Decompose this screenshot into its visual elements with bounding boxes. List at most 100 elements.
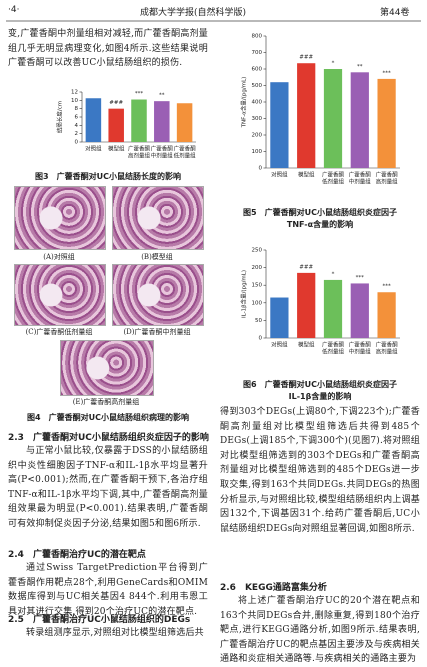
figure-caption: 图3 广藿香酮对UC小鼠结肠长度的影响 xyxy=(35,172,181,181)
y-tick-label: 300 xyxy=(252,116,263,122)
paragraph: 得到303个DEGs(上调80个,下调223个);广藿香酮高剂量组对比模型组筛选… xyxy=(220,407,420,534)
y-tick-label: 500 xyxy=(252,83,263,89)
paragraph: 变,广藿香酮中剂量组相对减轻,而广藿香酮高剂量组几乎无明显病理变化,如图4所示.… xyxy=(8,29,208,69)
volume: 第44卷 xyxy=(380,8,410,18)
x-tick-label: 低剂量组 xyxy=(322,178,345,186)
x-tick-label: 广藿香酮 xyxy=(174,145,197,153)
significance-label: ** xyxy=(357,64,363,70)
x-tick-label: 高剂量组 xyxy=(376,348,399,356)
x-tick-label: 高剂量组 xyxy=(128,152,151,160)
y-tick-label: 8 xyxy=(75,106,79,112)
x-tick-label: 广藿香酮 xyxy=(322,171,345,179)
panel-label: (E)广藿香酮高剂量组 xyxy=(72,398,140,406)
y-tick-label: 600 xyxy=(252,67,263,73)
x-tick-label: 广藿香酮 xyxy=(376,341,399,349)
bar xyxy=(377,78,396,168)
panel-label: (A)对照组 xyxy=(43,253,75,261)
figure-caption: 图4 广藿香酮对UC小鼠结肠组织病理的影响 xyxy=(27,413,189,422)
section-heading: 2.6 KEGG通路富集分析 xyxy=(220,583,327,593)
x-tick-label: 模型组 xyxy=(298,341,315,349)
bar xyxy=(323,69,343,168)
x-tick-label: 广藿香酮 xyxy=(128,145,151,153)
bar xyxy=(350,72,369,168)
histology-image xyxy=(14,264,106,326)
x-tick-label: 高剂量组 xyxy=(376,178,399,186)
x-tick-label: 中剂量组 xyxy=(151,152,174,160)
significance-label: ### xyxy=(109,100,123,106)
y-tick-label: 0 xyxy=(259,166,263,172)
bar xyxy=(131,99,147,142)
paragraph: 与正常小鼠比较,仅暴露于DSS的小鼠结肠组织中炎性细胞因子TNF-α和IL-1β… xyxy=(8,446,208,529)
figure-caption: 图5 广藿香酮对UC小鼠结肠组织炎症因子 xyxy=(243,208,397,217)
histology-image xyxy=(112,264,204,326)
panel-label: (B)模型组 xyxy=(141,253,173,261)
y-tick-label: 2 xyxy=(75,131,79,137)
significance-label: ** xyxy=(159,93,165,99)
x-tick-label: 中剂量组 xyxy=(349,348,372,356)
bar xyxy=(297,272,316,338)
y-tick-label: 200 xyxy=(252,133,263,139)
bar xyxy=(377,292,396,338)
significance-label: * xyxy=(332,271,335,277)
panel-label: (D)广藿香酮中剂量组 xyxy=(123,328,191,336)
y-tick-label: 100 xyxy=(252,149,263,155)
x-tick-label: 对照组 xyxy=(85,145,102,153)
panel-label: (C)广藿香酮低剂量组 xyxy=(25,328,93,336)
y-tick-label: 700 xyxy=(252,50,263,56)
y-axis-label: IL-1β含量/(pg/mL) xyxy=(240,270,248,318)
significance-label: ### xyxy=(299,55,313,61)
significance-label: *** xyxy=(356,275,365,281)
section-heading: 2.5 广藿香酮治疗UC小鼠结肠组织的DEGs xyxy=(8,615,191,625)
x-tick-label: 广藿香酮 xyxy=(322,341,345,349)
x-tick-label: 广藿香酮 xyxy=(376,171,399,179)
figure-layer: 024681012结肠长度/cm对照组###模型组***广藿香酮高剂量组**广藿… xyxy=(6,20,421,356)
figure-caption: 图6 广藿香酮对UC小鼠结肠组织炎症因子 xyxy=(243,380,397,389)
bar xyxy=(154,101,170,142)
bar xyxy=(270,297,289,338)
figure-caption: IL-1β含量的影响 xyxy=(288,392,352,401)
y-axis-label: 结肠长度/cm xyxy=(56,101,64,133)
x-tick-label: 中剂量组 xyxy=(349,178,372,186)
x-tick-label: 模型组 xyxy=(298,171,315,179)
x-tick-label: 广藿香酮 xyxy=(151,145,174,153)
histology-image xyxy=(60,340,154,396)
paragraph: 将上述广藿香酮治疗UC的20个潜在靶点和163个共同DEGs合并,删除重复,得到… xyxy=(220,596,420,665)
y-tick-label: 800 xyxy=(252,34,263,40)
x-tick-label: 广藿香酮 xyxy=(349,341,372,349)
x-tick-label: 对照组 xyxy=(271,171,288,179)
x-tick-label: 模型组 xyxy=(108,145,125,153)
bar xyxy=(176,103,193,142)
bar xyxy=(108,108,124,142)
y-tick-label: 100 xyxy=(252,300,263,306)
paragraph: 通过Swiss TargetPrediction平台得到广藿香酮作用靶点28个,… xyxy=(8,563,208,617)
bar xyxy=(297,63,316,168)
significance-label: *** xyxy=(382,70,391,76)
y-tick-label: 6 xyxy=(75,115,79,121)
x-tick-label: 低剂量组 xyxy=(174,152,197,160)
y-tick-label: 0 xyxy=(259,336,263,342)
x-tick-label: 低剂量组 xyxy=(322,348,345,356)
significance-label: * xyxy=(332,61,335,67)
bar xyxy=(350,283,369,338)
section-heading: 2.4 广藿香酮治疗UC的潜在靶点 xyxy=(8,550,146,560)
y-tick-label: 150 xyxy=(252,283,263,289)
page: 0 2 4 6 8 10 12 结肠长度/cm 对照组 ### 模型组 *** 广藿香酮 高剂量组 ** 广藿… xyxy=(6,5,421,665)
y-tick-label: 200 xyxy=(252,265,263,271)
y-tick-label: 0 xyxy=(75,140,79,146)
x-tick-label: 广藿香酮 xyxy=(349,171,372,179)
section-heading: 2.3 广藿香酮对UC小鼠结肠组织炎症因子的影响 xyxy=(8,433,209,443)
page-number: ·4· xyxy=(8,5,20,15)
paragraph: 转录组测序显示,对照组对比模型组筛选后共 xyxy=(26,628,204,638)
bar xyxy=(270,82,289,168)
y-tick-label: 12 xyxy=(71,90,78,96)
significance-label: *** xyxy=(382,284,391,290)
significance-label: *** xyxy=(135,91,144,97)
bar xyxy=(85,98,102,142)
y-axis-label: TNF-α含量/(pg/mL) xyxy=(240,77,248,129)
histology-image xyxy=(14,186,106,250)
x-tick-label: 对照组 xyxy=(271,341,288,349)
y-tick-label: 400 xyxy=(252,100,263,106)
bar xyxy=(323,279,343,338)
y-tick-label: 50 xyxy=(255,318,262,324)
y-tick-label: 4 xyxy=(75,123,79,129)
